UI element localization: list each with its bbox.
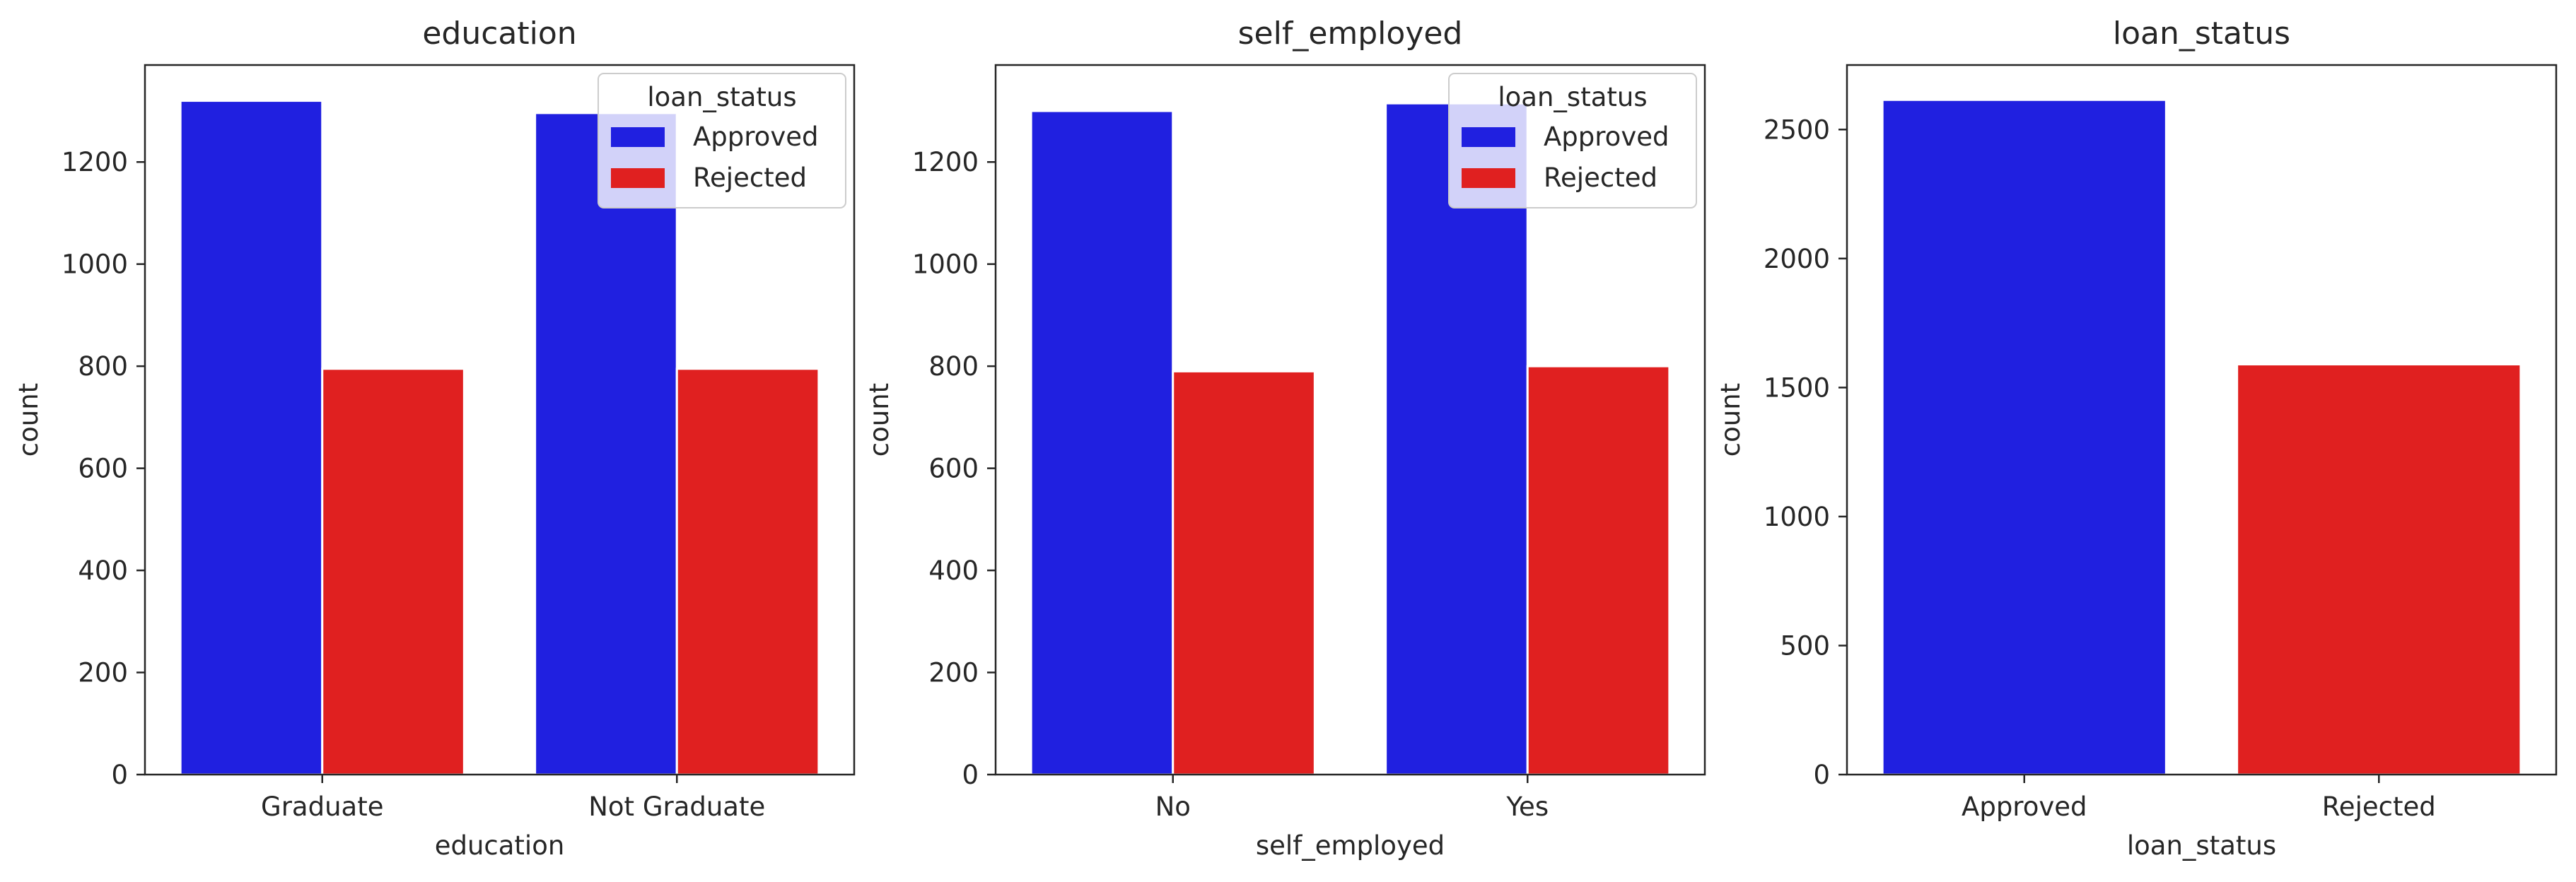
x-axis-label: education (435, 830, 565, 861)
y-tick-label: 400 (78, 555, 128, 586)
x-tick-label: Rejected (2322, 792, 2436, 822)
chart-title: self_employed (1238, 16, 1463, 52)
legend: loan_status Approved Rejected (598, 73, 846, 208)
y-tick-label: 2000 (1764, 244, 1830, 274)
legend-title: loan_status (1498, 82, 1647, 112)
x-axis: Graduate Not Graduate (261, 775, 765, 822)
y-tick-label: 600 (78, 454, 128, 484)
y-tick-label: 500 (1780, 630, 1830, 661)
bar-rejected-no (1172, 370, 1316, 776)
y-axis: 0 500 1000 1500 2000 2500 (1764, 114, 1847, 790)
bar-approved-no (1030, 110, 1175, 776)
legend-label-approved: Approved (1544, 122, 1669, 152)
plot-frame (994, 64, 1706, 776)
bar-approved-approved (1881, 98, 2167, 776)
chart-panel-3: 0 500 1000 1500 2000 2500 Approved Rejected loan… (1715, 16, 2558, 861)
y-tick-label: 1200 (912, 147, 979, 177)
y-tick-label: 1000 (1764, 502, 1830, 532)
y-tick-label: 200 (78, 658, 128, 688)
y-axis-label: count (864, 383, 894, 457)
plot-frame (144, 64, 856, 776)
y-axis-label: count (1715, 383, 1746, 457)
y-tick-label: 1500 (1764, 372, 1830, 403)
y-tick-label: 1000 (62, 249, 128, 280)
y-tick-label: 800 (928, 351, 979, 382)
legend-title: loan_status (647, 82, 796, 112)
chart-title: education (422, 16, 576, 52)
x-tick-label: Approved (1962, 792, 2087, 822)
bar-approved-not-graduate (534, 112, 678, 776)
y-tick-label: 1000 (912, 249, 979, 280)
x-axis-label: self_employed (1256, 830, 1445, 861)
y-axis: 0 200 400 600 800 1000 1200 (912, 147, 996, 790)
y-tick-label: 600 (928, 454, 979, 484)
bar-rejected-not-graduate (675, 368, 820, 776)
bars (1881, 98, 2522, 776)
bar-approved-graduate (179, 100, 324, 776)
legend-label-approved: Approved (693, 122, 818, 152)
bars (179, 100, 820, 776)
legend-swatch-rejected (611, 168, 665, 188)
chart-title: loan_status (2113, 16, 2290, 52)
x-axis-label: loan_status (2127, 830, 2276, 861)
y-tick-label: 1200 (62, 147, 128, 177)
y-tick-label: 0 (111, 760, 128, 790)
plot-frame (1846, 64, 2558, 776)
y-tick-label: 2500 (1764, 114, 1830, 145)
x-axis: Approved Rejected (1962, 775, 2436, 822)
y-axis-label: count (13, 383, 44, 457)
legend-label-rejected: Rejected (693, 163, 807, 193)
y-tick-label: 200 (928, 658, 979, 688)
x-tick-label: Graduate (261, 792, 383, 822)
legend: loan_status Approved Rejected (1448, 73, 1697, 208)
x-tick-label: Not Graduate (588, 792, 765, 822)
x-tick-label: No (1155, 792, 1191, 822)
bar-rejected-yes (1526, 365, 1671, 776)
legend-swatch-rejected (1462, 168, 1515, 188)
bar-rejected-rejected (2236, 363, 2522, 776)
y-tick-label: 0 (1813, 760, 1830, 790)
bar-rejected-graduate (321, 368, 465, 776)
y-tick-label: 0 (962, 760, 979, 790)
x-tick-label: Yes (1505, 792, 1549, 822)
legend-label-rejected: Rejected (1544, 163, 1657, 193)
chart-panel-1: 0 200 400 600 800 1000 1200 Graduate Not Graduat… (13, 16, 856, 861)
y-tick-label: 400 (928, 555, 979, 586)
x-axis: No Yes (1155, 775, 1549, 822)
y-tick-label: 800 (78, 351, 128, 382)
legend-swatch-approved (1462, 127, 1515, 147)
y-axis: 0 200 400 600 800 1000 1200 (62, 147, 145, 790)
legend-swatch-approved (611, 127, 665, 147)
